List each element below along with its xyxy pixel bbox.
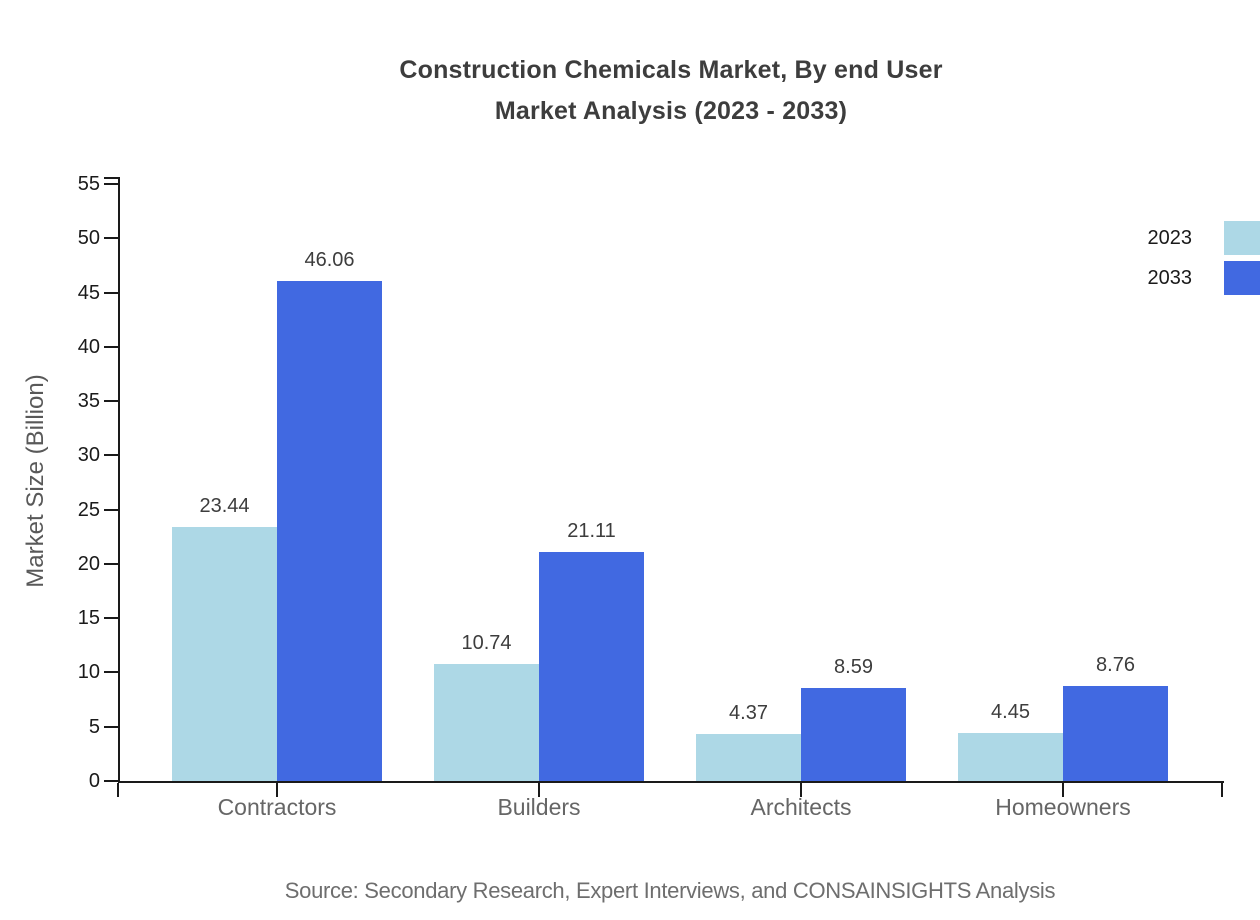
y-tick xyxy=(104,183,118,185)
y-tick-label: 15 xyxy=(77,607,100,630)
y-tick-label: 35 xyxy=(77,390,100,413)
legend: 2023 2033 xyxy=(1072,218,1260,298)
category-label-builders: Builders xyxy=(497,794,581,820)
value-label-2023-homeowners: 4.45 xyxy=(991,700,1030,723)
x-tick xyxy=(117,783,119,797)
x-tick xyxy=(800,783,802,797)
y-axis-end-cap xyxy=(104,177,120,179)
y-tick xyxy=(104,345,118,348)
y-tick-label: 5 xyxy=(88,715,100,738)
y-tick xyxy=(104,454,118,457)
bar-2023-builders xyxy=(434,664,539,781)
y-tick xyxy=(104,617,118,620)
value-label-2023-contractors: 23.44 xyxy=(199,494,250,517)
y-tick-label: 55 xyxy=(77,173,100,195)
bar-2033-architects xyxy=(801,687,906,781)
y-tick-label: 45 xyxy=(77,281,100,304)
category-label-architects: Architects xyxy=(750,794,852,820)
y-tick-label: 25 xyxy=(77,498,100,521)
value-label-2033-homeowners: 8.76 xyxy=(1096,653,1135,676)
x-axis-line xyxy=(118,781,1224,783)
value-label-2023-builders: 10.74 xyxy=(461,632,512,655)
legend-swatch-2023 xyxy=(1224,221,1260,255)
y-tick xyxy=(104,780,118,782)
chart-title-line-2: Market Analysis (2023 - 2033) xyxy=(494,97,848,125)
bar-2023-contractors xyxy=(172,526,277,781)
legend-label-2023: 2023 xyxy=(1147,226,1193,249)
legend-item-2033: 2033 xyxy=(1072,258,1260,298)
y-tick xyxy=(104,562,118,565)
value-label-2023-architects: 4.37 xyxy=(729,701,768,724)
legend-swatch-2033 xyxy=(1224,261,1260,295)
value-label-2033-architects: 8.59 xyxy=(834,655,873,678)
y-tick xyxy=(104,671,118,674)
y-tick-label: 20 xyxy=(77,552,100,575)
y-tick xyxy=(104,508,118,511)
y-tick-label: 30 xyxy=(77,444,100,467)
y-tick-label: 10 xyxy=(77,661,100,684)
chart-title: Construction Chemicals Market, By end Us… xyxy=(82,50,1260,132)
y-tick xyxy=(104,237,118,240)
y-tick xyxy=(104,725,118,728)
y-tick xyxy=(104,400,118,403)
bar-2033-homeowners xyxy=(1063,685,1168,781)
legend-label-2033: 2033 xyxy=(1147,266,1193,289)
x-tick xyxy=(1221,783,1223,797)
y-tick-label: 40 xyxy=(77,335,100,358)
x-tick xyxy=(1062,783,1064,797)
bar-2033-builders xyxy=(539,551,644,781)
y-tick-label: 50 xyxy=(77,227,100,250)
legend-item-2023: 2023 xyxy=(1072,218,1260,258)
chart-title-line-1: Construction Chemicals Market, By end Us… xyxy=(399,56,943,84)
x-tick xyxy=(276,783,278,797)
y-tick-label: 0 xyxy=(88,770,100,792)
x-tick xyxy=(538,783,540,797)
value-label-2033-builders: 21.11 xyxy=(567,519,616,542)
bar-2023-architects xyxy=(696,733,801,781)
bar-2023-homeowners xyxy=(958,732,1063,781)
bar-2033-contractors xyxy=(277,281,382,781)
category-label-homeowners: Homeowners xyxy=(995,794,1131,820)
value-label-2033-contractors: 46.06 xyxy=(304,249,355,272)
y-axis-line xyxy=(118,177,120,783)
source-note: Source: Secondary Research, Expert Inter… xyxy=(284,878,1056,903)
y-tick xyxy=(104,291,118,294)
category-label-contractors: Contractors xyxy=(217,794,337,820)
